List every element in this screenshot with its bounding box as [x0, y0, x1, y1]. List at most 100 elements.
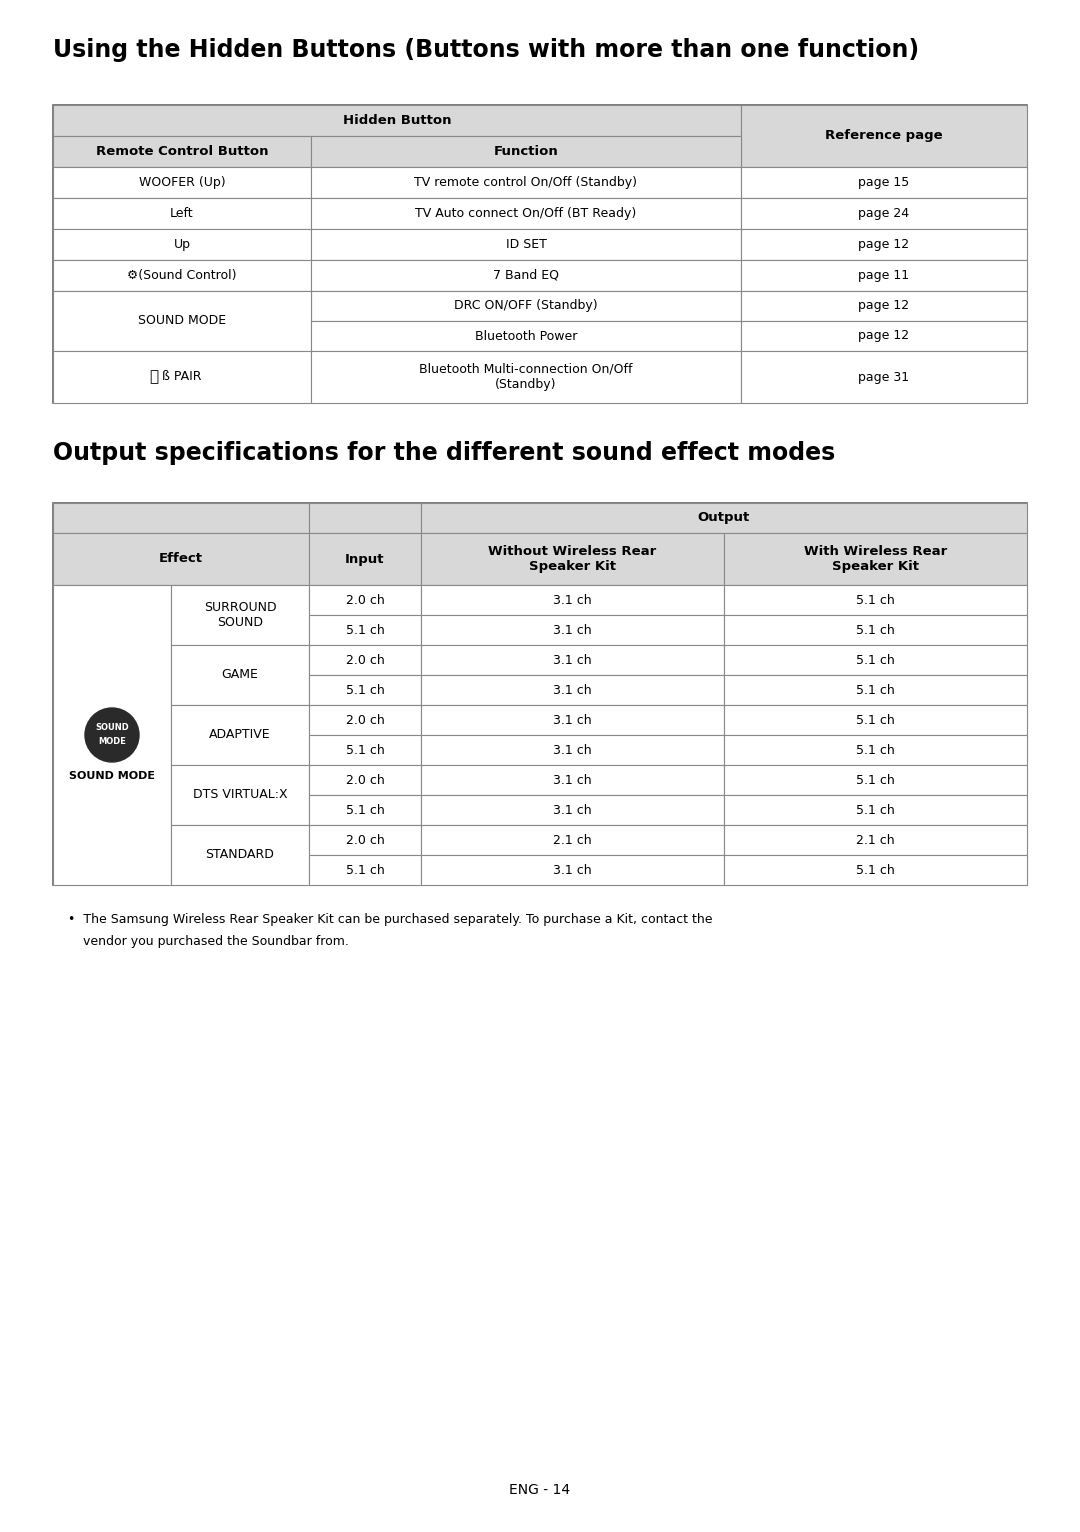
Text: DRC ON/OFF (Standby): DRC ON/OFF (Standby) — [455, 299, 598, 313]
Text: 5.1 ch: 5.1 ch — [856, 683, 895, 697]
Bar — [53, 351, 311, 403]
Bar — [421, 735, 724, 764]
Bar — [311, 167, 741, 198]
Bar — [421, 795, 724, 826]
Text: 2.0 ch: 2.0 ch — [346, 774, 384, 786]
Text: 3.1 ch: 3.1 ch — [553, 593, 592, 607]
Text: Output: Output — [698, 512, 751, 524]
Text: 3.1 ch: 3.1 ch — [553, 714, 592, 726]
Text: 5.1 ch: 5.1 ch — [856, 624, 895, 636]
Text: Bluetooth Multi-connection On/Off
(Standby): Bluetooth Multi-connection On/Off (Stand… — [419, 363, 633, 391]
Bar — [171, 826, 309, 885]
Text: Reference page: Reference page — [825, 130, 943, 142]
Bar — [421, 645, 724, 676]
Text: Left: Left — [171, 207, 193, 221]
Text: Up: Up — [174, 237, 190, 251]
Bar — [309, 533, 421, 585]
Text: GAME: GAME — [221, 668, 258, 682]
Text: 2.0 ch: 2.0 ch — [346, 654, 384, 666]
Text: Remote Control Button: Remote Control Button — [96, 146, 268, 158]
Text: With Wireless Rear
Speaker Kit: With Wireless Rear Speaker Kit — [804, 545, 947, 573]
Text: 3.1 ch: 3.1 ch — [553, 803, 592, 817]
Text: 5.1 ch: 5.1 ch — [856, 714, 895, 726]
Bar — [741, 198, 1027, 228]
Bar — [53, 198, 311, 228]
Text: STANDARD: STANDARD — [205, 849, 274, 861]
Text: 5.1 ch: 5.1 ch — [346, 864, 384, 876]
Bar — [53, 106, 741, 136]
Bar — [311, 322, 741, 351]
Bar — [724, 614, 1027, 645]
Text: •  The Samsung Wireless Rear Speaker Kit can be purchased separately. To purchas: • The Samsung Wireless Rear Speaker Kit … — [68, 913, 713, 925]
Text: 2.0 ch: 2.0 ch — [346, 714, 384, 726]
Bar — [311, 198, 741, 228]
Bar — [309, 764, 421, 795]
Text: 3.1 ch: 3.1 ch — [553, 624, 592, 636]
Text: 5.1 ch: 5.1 ch — [346, 803, 384, 817]
Text: SOUND MODE: SOUND MODE — [138, 314, 226, 328]
Text: page 15: page 15 — [859, 176, 909, 188]
Text: 5.1 ch: 5.1 ch — [346, 743, 384, 757]
Bar — [724, 585, 1027, 614]
Bar — [741, 167, 1027, 198]
Bar — [53, 106, 1027, 403]
Bar — [741, 291, 1027, 322]
Bar — [309, 676, 421, 705]
Bar — [741, 351, 1027, 403]
Text: SURROUND
SOUND: SURROUND SOUND — [204, 601, 276, 630]
Text: MODE: MODE — [98, 737, 126, 746]
Text: TV remote control On/Off (Standby): TV remote control On/Off (Standby) — [415, 176, 637, 188]
Text: ID SET: ID SET — [505, 237, 546, 251]
Bar — [421, 614, 724, 645]
Text: ß PAIR: ß PAIR — [162, 371, 202, 383]
Text: 5.1 ch: 5.1 ch — [346, 683, 384, 697]
Text: 3.1 ch: 3.1 ch — [553, 654, 592, 666]
Text: 5.1 ch: 5.1 ch — [856, 803, 895, 817]
Bar — [309, 826, 421, 855]
Text: 2.1 ch: 2.1 ch — [553, 833, 592, 847]
Text: Effect: Effect — [159, 553, 203, 565]
Bar — [309, 614, 421, 645]
Bar — [724, 795, 1027, 826]
Bar — [171, 764, 309, 826]
Bar — [724, 735, 1027, 764]
Text: DTS VIRTUAL:X: DTS VIRTUAL:X — [192, 789, 287, 801]
Text: ⧖: ⧖ — [149, 369, 159, 385]
Text: ENG - 14: ENG - 14 — [510, 1483, 570, 1497]
Text: 5.1 ch: 5.1 ch — [856, 774, 895, 786]
Bar — [53, 291, 311, 351]
Bar — [309, 855, 421, 885]
Text: Function: Function — [494, 146, 558, 158]
Bar — [53, 502, 309, 533]
Circle shape — [85, 708, 139, 761]
Bar — [309, 705, 421, 735]
Bar — [53, 228, 311, 260]
Bar — [724, 764, 1027, 795]
Bar — [724, 705, 1027, 735]
Bar — [311, 136, 741, 167]
Text: Without Wireless Rear
Speaker Kit: Without Wireless Rear Speaker Kit — [488, 545, 657, 573]
Bar — [741, 322, 1027, 351]
Bar — [421, 585, 724, 614]
Bar — [309, 502, 421, 533]
Bar — [53, 260, 311, 291]
Text: SOUND MODE: SOUND MODE — [69, 771, 156, 781]
Bar — [309, 795, 421, 826]
Text: SOUND: SOUND — [95, 723, 129, 732]
Text: TV Auto connect On/Off (BT Ready): TV Auto connect On/Off (BT Ready) — [416, 207, 636, 221]
Text: 5.1 ch: 5.1 ch — [856, 654, 895, 666]
Text: page 12: page 12 — [859, 329, 909, 343]
Text: Bluetooth Power: Bluetooth Power — [475, 329, 577, 343]
Bar — [53, 533, 309, 585]
Bar — [309, 735, 421, 764]
Text: 5.1 ch: 5.1 ch — [856, 743, 895, 757]
Bar — [311, 291, 741, 322]
Bar — [724, 533, 1027, 585]
Text: 3.1 ch: 3.1 ch — [553, 683, 592, 697]
Text: 5.1 ch: 5.1 ch — [856, 864, 895, 876]
Bar — [421, 502, 1027, 533]
Bar — [421, 676, 724, 705]
Bar — [311, 228, 741, 260]
Text: vendor you purchased the Soundbar from.: vendor you purchased the Soundbar from. — [83, 935, 349, 948]
Bar — [171, 585, 309, 645]
